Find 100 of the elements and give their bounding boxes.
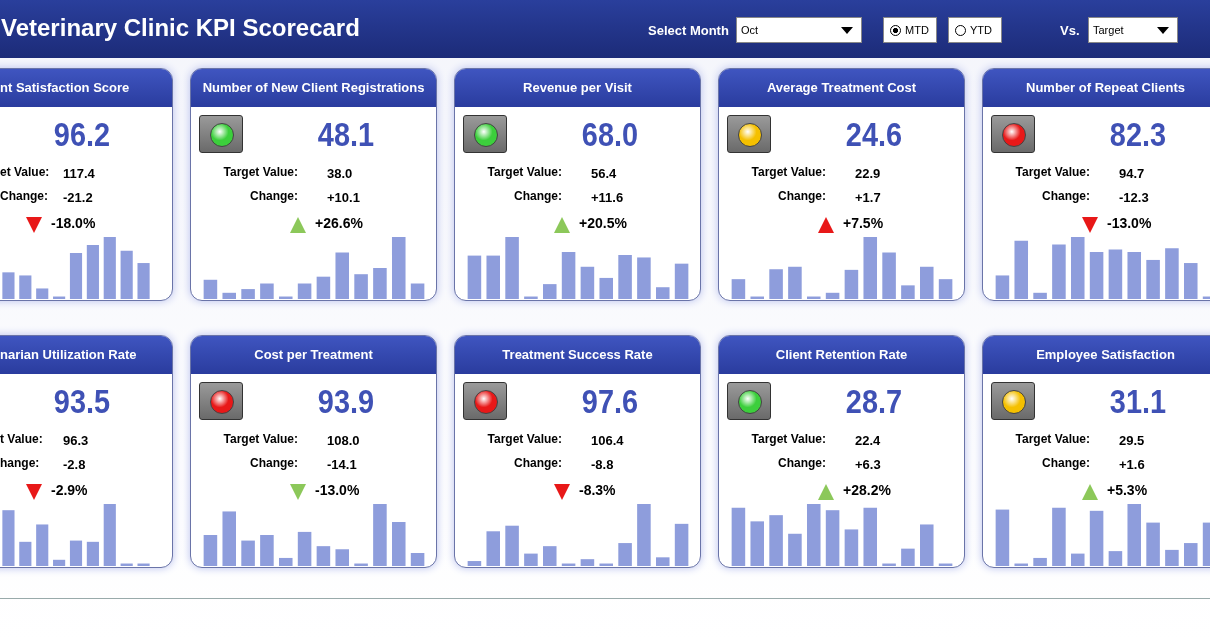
bar xyxy=(203,279,218,299)
bar xyxy=(222,292,237,299)
bar xyxy=(806,504,821,566)
text: +7.5% xyxy=(843,215,884,231)
bar xyxy=(655,557,670,566)
text: +1.6 xyxy=(1119,457,1145,472)
text: Select Month xyxy=(648,23,729,38)
bar xyxy=(995,275,1010,299)
text: Target Value: xyxy=(487,432,562,446)
bar xyxy=(1183,263,1198,299)
text: Change: xyxy=(1042,456,1090,470)
text: Change: xyxy=(250,456,298,470)
bar xyxy=(19,541,32,566)
text: Target Value: xyxy=(1015,165,1090,179)
bar xyxy=(731,279,746,299)
text: +11.6 xyxy=(591,190,624,205)
text: -8.3% xyxy=(579,482,616,498)
chart-title: nt Satisfaction Score xyxy=(0,80,130,95)
bar xyxy=(1089,251,1104,299)
bar xyxy=(1033,557,1047,566)
bar xyxy=(1146,259,1160,299)
text: +5.3% xyxy=(1107,482,1148,498)
bar xyxy=(1127,251,1142,299)
text: +28.2% xyxy=(843,482,891,498)
bar xyxy=(825,292,840,299)
text: -13.0% xyxy=(315,482,360,498)
text: +1.7 xyxy=(855,190,881,205)
bar xyxy=(788,266,802,299)
bar xyxy=(1108,551,1123,566)
bar xyxy=(618,543,632,566)
bar xyxy=(103,504,116,566)
bar xyxy=(637,257,651,299)
bar xyxy=(1052,507,1066,566)
bar xyxy=(919,266,934,299)
bar xyxy=(19,275,32,299)
text: Change: xyxy=(778,189,826,203)
bar xyxy=(69,540,83,566)
text: Target Value: xyxy=(487,165,562,179)
bar xyxy=(618,254,632,299)
text: Change: xyxy=(514,189,562,203)
bar xyxy=(1127,504,1142,566)
bar xyxy=(354,274,368,299)
text: 68.0 xyxy=(581,115,639,153)
text: +6.3 xyxy=(855,457,881,472)
bar xyxy=(410,552,425,566)
text: -18.0% xyxy=(51,215,96,231)
text: +26.6% xyxy=(315,215,363,231)
bar xyxy=(316,546,331,566)
bar xyxy=(316,276,331,299)
bar xyxy=(542,546,557,566)
text: -2.8 xyxy=(63,457,86,472)
bar xyxy=(391,237,406,299)
text: -14.1 xyxy=(327,457,357,472)
text: +10.1 xyxy=(327,190,360,205)
bar xyxy=(103,237,116,299)
bar xyxy=(203,535,218,566)
bar xyxy=(731,507,746,566)
bar xyxy=(524,553,538,566)
chart-title: Treatment Success Rate xyxy=(502,347,653,362)
bar xyxy=(373,268,387,299)
bar xyxy=(241,289,255,299)
bar xyxy=(373,504,387,566)
bar xyxy=(505,237,519,299)
text: 22.9 xyxy=(855,166,881,181)
text: -2.9% xyxy=(51,482,88,498)
text: 106.4 xyxy=(591,433,624,448)
bar xyxy=(637,504,651,566)
chart-title: Revenue per Visit xyxy=(523,80,632,95)
text: Target xyxy=(1093,24,1124,36)
bar xyxy=(919,524,934,566)
bar xyxy=(995,509,1010,566)
text: -12.3 xyxy=(1119,190,1149,205)
bar xyxy=(844,269,859,299)
bar xyxy=(53,559,66,566)
text: YTD xyxy=(970,24,992,36)
text: 94.7 xyxy=(1119,166,1145,181)
bar xyxy=(120,250,133,299)
bar xyxy=(1146,522,1160,566)
text: 56.4 xyxy=(591,166,617,181)
text: Vs. xyxy=(1060,23,1080,38)
text: Target Value: xyxy=(751,165,826,179)
bar xyxy=(335,549,350,566)
text: 93.5 xyxy=(53,382,111,420)
text: Change: xyxy=(514,456,562,470)
bar xyxy=(1108,249,1123,299)
bar xyxy=(674,263,689,299)
bar xyxy=(391,521,406,566)
text: 38.0 xyxy=(327,166,353,181)
bar xyxy=(2,510,15,566)
text: 28.7 xyxy=(845,382,903,420)
text: 108.0 xyxy=(327,433,360,448)
text: Target Value: xyxy=(223,165,298,179)
text: Oct xyxy=(741,24,759,36)
bar xyxy=(486,531,501,566)
text: 29.5 xyxy=(1119,433,1145,448)
bar xyxy=(137,263,150,299)
bar xyxy=(36,288,49,299)
text: Target Value: xyxy=(223,432,298,446)
text: -8.8 xyxy=(591,457,614,472)
chart-title: Cost per Treatment xyxy=(254,347,373,362)
